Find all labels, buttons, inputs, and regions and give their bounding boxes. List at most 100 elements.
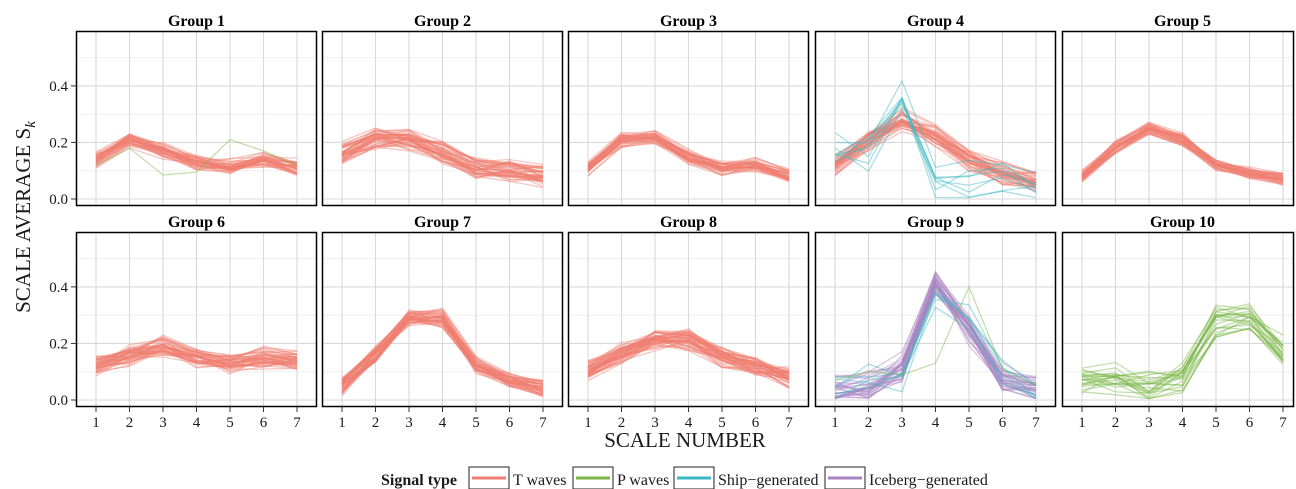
series-line-p-waves: [1081, 326, 1284, 394]
series-line-t-waves: [341, 315, 544, 392]
series-line-t-waves: [95, 344, 298, 368]
series-line-t-waves: [95, 133, 298, 172]
series-line-t-waves: [341, 133, 544, 182]
series-line-t-waves: [341, 144, 544, 185]
series-line-t-waves: [834, 122, 1037, 175]
series-line-t-waves: [95, 141, 298, 170]
series-line-t-waves: [587, 330, 790, 375]
series-line-p-waves: [1081, 312, 1284, 385]
series-line-t-waves: [587, 340, 790, 376]
series-line-p-waves: [1081, 327, 1284, 400]
series-line-t-waves: [587, 136, 790, 180]
series-line-t-waves: [587, 141, 790, 179]
series-line-t-waves: [587, 132, 790, 179]
x-axis-title: SCALE NUMBER: [604, 428, 766, 452]
series-line-t-waves: [834, 123, 1037, 187]
series-line-t-waves: [587, 336, 790, 381]
series-line-iceberg-generated: [834, 286, 1037, 400]
series-line-t-waves: [587, 136, 790, 178]
series-line-t-waves: [95, 344, 298, 368]
panel-group-4: Group 4: [814, 13, 1057, 207]
series-line-t-waves: [587, 338, 790, 388]
series-line-t-waves: [587, 142, 790, 180]
series-line-t-waves: [587, 135, 790, 174]
series-line-t-waves: [587, 135, 790, 179]
series-line-t-waves: [587, 132, 790, 173]
series-line-t-waves: [95, 136, 298, 171]
series-line-t-waves: [95, 138, 298, 175]
series-line-t-waves: [587, 343, 790, 380]
x-tick-label: 1: [831, 415, 839, 431]
x-tick-label: 4: [1179, 415, 1187, 431]
series-line-t-waves: [341, 319, 544, 382]
series-line-t-waves: [341, 138, 544, 173]
series-line-t-waves: [834, 114, 1037, 181]
series-line-t-waves: [341, 133, 544, 182]
series-line-iceberg-generated: [834, 292, 1037, 395]
series-line-t-waves: [1081, 124, 1284, 177]
series-line-t-waves: [1081, 127, 1284, 184]
series-line-t-waves: [1081, 126, 1284, 185]
series-line-t-waves: [341, 311, 544, 385]
series-line-t-waves: [341, 137, 544, 183]
series-line-t-waves: [341, 318, 544, 387]
panel-gridlines: [568, 232, 809, 407]
series-line-t-waves: [1081, 129, 1284, 176]
panel-border: [814, 231, 1057, 408]
series-line-t-waves: [95, 344, 298, 367]
x-tick-label: 7: [1032, 415, 1040, 431]
panel-title: Group 4: [907, 13, 964, 30]
series-line-p-waves: [1081, 315, 1284, 385]
panel-group-2: Group 2: [321, 13, 564, 207]
series-line-t-waves: [587, 137, 790, 179]
series-line-t-waves: [587, 132, 790, 177]
series-line-t-waves: [587, 129, 790, 173]
series-line-t-waves: [587, 137, 790, 179]
x-tick-label: 6: [999, 415, 1007, 431]
series-line-t-waves: [95, 346, 298, 359]
series-line-t-waves: [95, 347, 298, 374]
series-line-t-waves: [587, 134, 790, 173]
series-line-t-waves: [587, 339, 790, 377]
x-tick-label: 6: [1246, 415, 1254, 431]
legend-label: P waves: [617, 472, 669, 489]
series-line-t-waves: [587, 136, 790, 175]
series-line-t-waves: [1081, 132, 1284, 181]
series-line-t-waves: [95, 344, 298, 373]
series-line-p-waves: [1081, 304, 1284, 379]
series-line-t-waves: [95, 138, 298, 165]
series-line-t-waves: [95, 339, 298, 364]
series-line-ship-generated: [834, 291, 1037, 398]
series-line-t-waves: [341, 136, 544, 170]
series-line-t-waves: [95, 350, 298, 368]
panel-border: [1061, 30, 1295, 207]
series-line-t-waves: [341, 316, 544, 391]
series-line-t-waves: [1081, 124, 1284, 182]
y-tick-label: 0.0: [49, 192, 68, 208]
series-line-t-waves: [587, 344, 790, 387]
x-tick-label: 6: [260, 415, 268, 431]
panel-lines: [1081, 121, 1284, 187]
series-line-t-waves: [587, 338, 790, 377]
series-line-t-waves: [341, 136, 544, 182]
series-line-t-waves: [587, 332, 790, 373]
series-line-iceberg-generated: [834, 272, 1037, 395]
series-line-t-waves: [341, 136, 544, 176]
series-line-t-waves: [95, 140, 298, 168]
series-line-t-waves: [834, 123, 1037, 186]
series-line-iceberg-generated: [834, 284, 1037, 400]
series-line-t-waves: [341, 128, 544, 177]
series-line-iceberg-generated: [834, 277, 1037, 390]
series-line-t-waves: [834, 121, 1037, 179]
series-line-p-waves: [1081, 302, 1284, 391]
series-line-p-waves: [1081, 308, 1284, 392]
series-line-t-waves: [1081, 133, 1284, 179]
series-line-iceberg-generated: [834, 281, 1037, 400]
panel-lines: [587, 328, 790, 389]
panel-border: [1061, 231, 1295, 408]
series-line-t-waves: [341, 145, 544, 176]
series-line-t-waves: [95, 345, 298, 362]
series-line-iceberg-generated: [834, 283, 1037, 398]
panel-gridlines: [322, 31, 563, 206]
series-line-t-waves: [341, 129, 544, 179]
